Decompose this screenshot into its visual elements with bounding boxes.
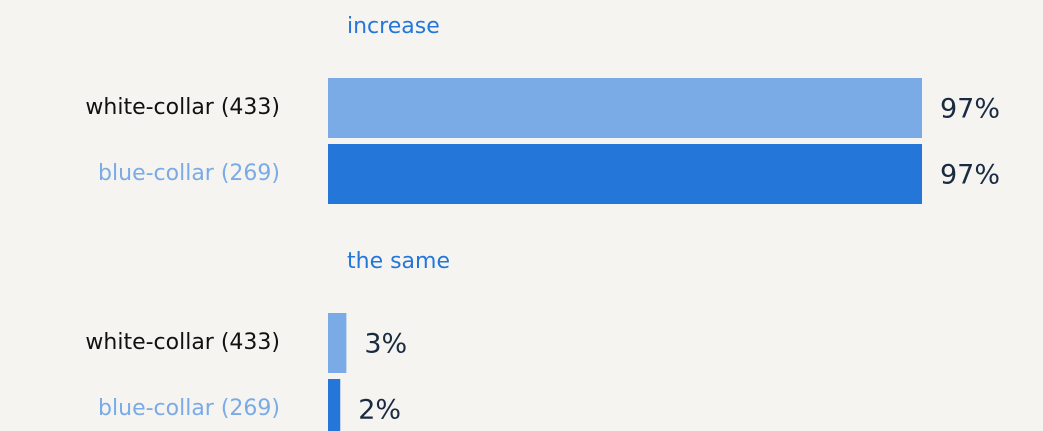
bar	[328, 78, 922, 138]
value-label: 97%	[940, 94, 1000, 125]
bar	[328, 379, 341, 431]
row-label: white-collar (433)	[85, 95, 280, 120]
row-label: blue-collar (269)	[98, 396, 280, 421]
row-label: white-collar (433)	[85, 330, 280, 355]
bar	[328, 144, 922, 204]
value-label: 3%	[364, 329, 407, 360]
bar	[328, 313, 347, 373]
value-label: 97%	[940, 160, 1000, 191]
group-title: increase	[347, 14, 440, 39]
row-label: blue-collar (269)	[98, 161, 280, 186]
group-title: the same	[347, 249, 450, 274]
value-label: 2%	[358, 395, 401, 426]
